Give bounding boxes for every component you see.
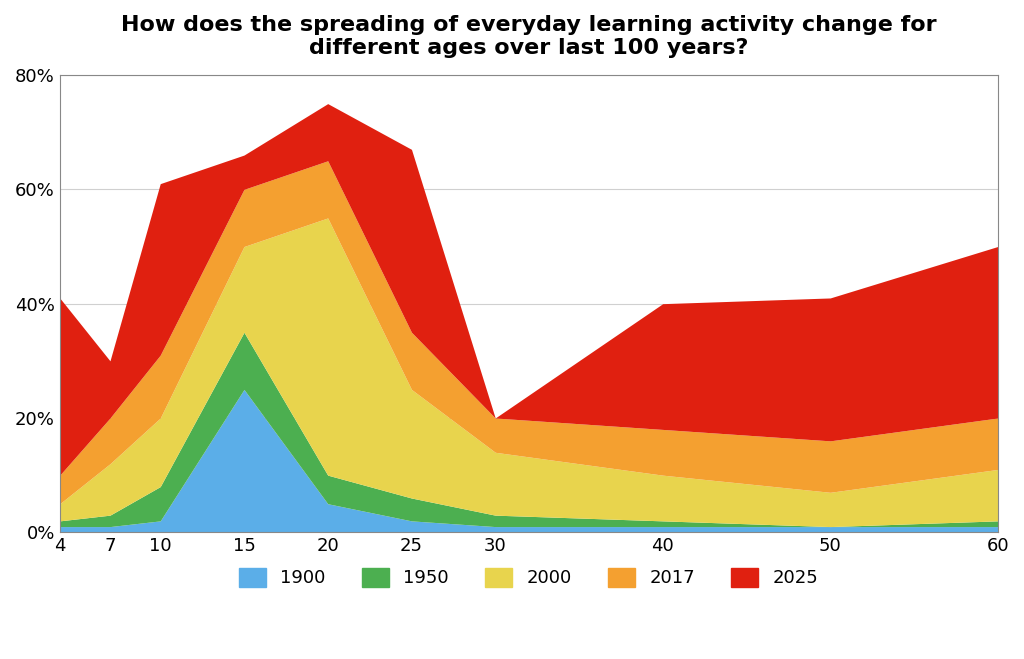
Legend: 1900, 1950, 2000, 2017, 2025: 1900, 1950, 2000, 2017, 2025 — [229, 559, 827, 596]
Title: How does the spreading of everyday learning activity change for
different ages o: How does the spreading of everyday learn… — [121, 15, 937, 58]
